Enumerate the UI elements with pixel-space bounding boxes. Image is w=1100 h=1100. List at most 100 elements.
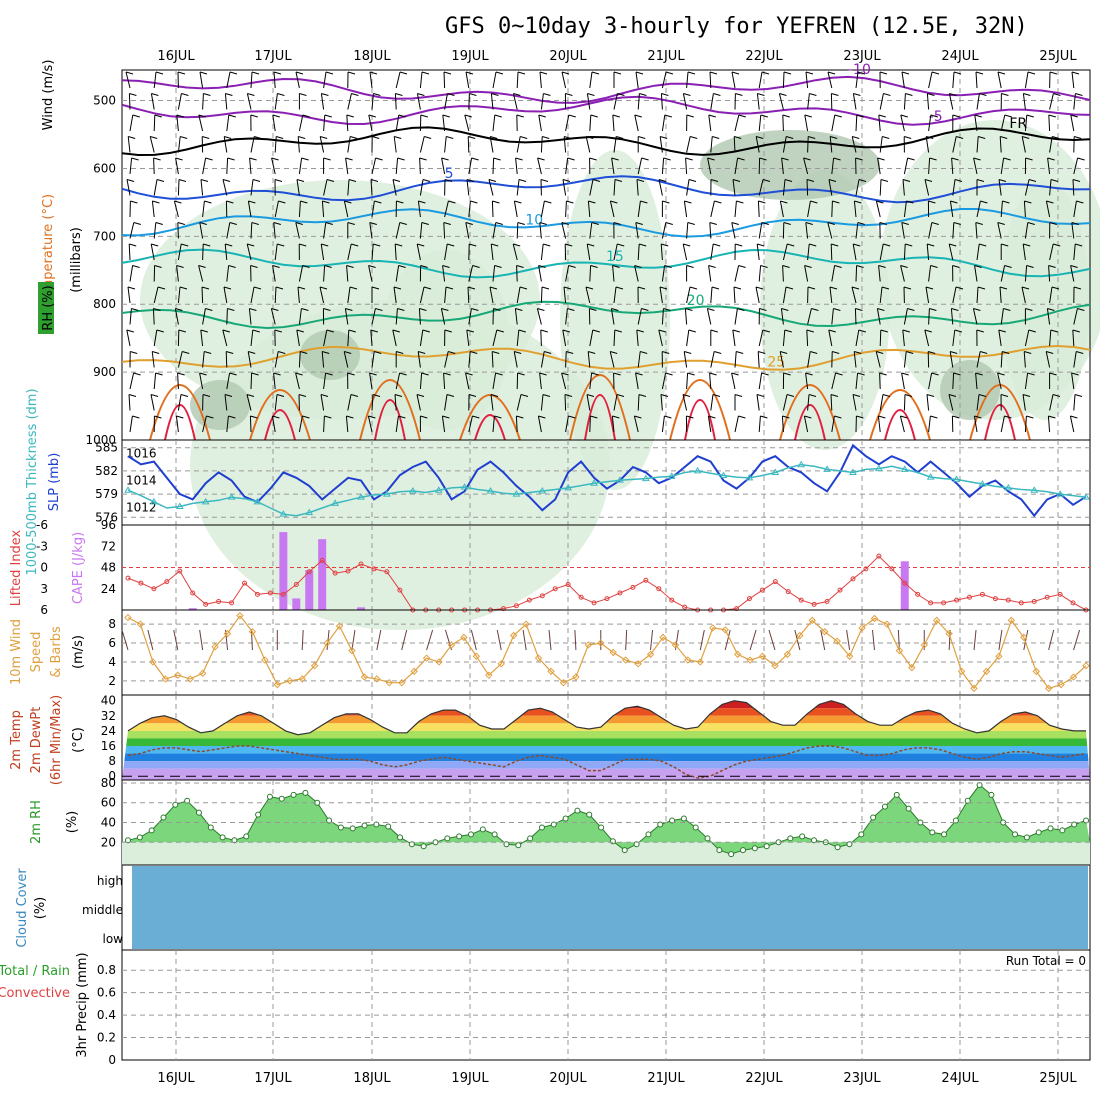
- wind-barb-flag: [1072, 329, 1080, 333]
- wind-barb-flag: [156, 329, 164, 333]
- wind-barb-flag: [783, 222, 791, 225]
- wind-barb: [369, 71, 373, 89]
- wind-barb-flag: [399, 71, 408, 75]
- wind10-point: [360, 673, 369, 681]
- wind-barb: [734, 415, 739, 433]
- wind-barb-flag: [616, 394, 625, 397]
- date-label-top: 21JUL: [647, 49, 685, 64]
- li-point: [565, 582, 571, 587]
- wind-barb-flag: [129, 243, 137, 247]
- wind-barb: [225, 351, 228, 368]
- wind-barb: [127, 286, 131, 304]
- temp-band: [122, 723, 1090, 731]
- rh-point: [278, 795, 285, 802]
- wind-barb-flag: [515, 157, 523, 161]
- wind-barb-flag: [1047, 308, 1055, 311]
- wind-barb: [516, 71, 519, 89]
- wind-barb-flag: [176, 114, 184, 118]
- wind-barb: [806, 329, 809, 347]
- li-point: [966, 594, 972, 600]
- wind-barb: [1071, 71, 1075, 89]
- wind-barb-flag: [1000, 136, 1008, 139]
- wind-barb: [710, 93, 714, 110]
- wind-barb: [274, 243, 278, 261]
- wind-barb: [561, 372, 567, 390]
- y-tick-label: 900: [93, 365, 116, 379]
- wind-barb: [153, 286, 159, 304]
- wind-barb-flag: [470, 351, 478, 354]
- wind-barb-flag: [882, 136, 890, 139]
- li-point: [863, 566, 869, 572]
- y-tick-label: 1000: [85, 433, 116, 447]
- wind10-point: [1044, 684, 1053, 693]
- wind-barb: [901, 372, 905, 390]
- thickness-point: [331, 499, 340, 506]
- surface-barb: [1073, 629, 1081, 651]
- wind-barb-flag: [614, 329, 622, 333]
- surface-barb: [121, 629, 129, 651]
- wind-barb-flag: [901, 222, 909, 225]
- wind-barb-flag: [855, 157, 863, 161]
- wind-barb: [393, 286, 397, 304]
- wind-barb-flag: [419, 308, 427, 311]
- wind-barb: [1023, 351, 1026, 368]
- wind-barb-flag: [368, 415, 376, 419]
- wind-barb: [756, 93, 760, 110]
- temp-band: [122, 738, 1090, 746]
- wind-barb: [686, 286, 691, 304]
- wind-barb-flag: [131, 308, 139, 311]
- wind-barb-flag: [640, 351, 648, 354]
- wind-barb: [443, 222, 446, 239]
- wind-barb: [758, 415, 761, 433]
- wind-barb: [1073, 308, 1078, 325]
- li-point: [902, 580, 908, 586]
- wind-barb-flag: [852, 136, 860, 139]
- thickness-point: [434, 486, 443, 493]
- wind-barb: [419, 157, 421, 175]
- wind-barb-flag: [690, 136, 698, 139]
- wind-barb: [224, 93, 228, 110]
- wind-barb-flag: [856, 265, 864, 268]
- wind-barb: [226, 265, 230, 282]
- wind-barb-flag: [956, 136, 964, 139]
- wind10-point: [932, 616, 941, 625]
- rh-point: [609, 838, 616, 845]
- surface-barb: [846, 629, 851, 651]
- li-point: [746, 596, 752, 602]
- wind-barb-flag: [300, 200, 308, 204]
- wind-barb: [177, 394, 182, 411]
- wind-barb-flag: [566, 351, 574, 354]
- wind-barb-flag: [714, 200, 722, 204]
- wind-barb: [222, 329, 228, 347]
- wind-barb-flag: [272, 265, 280, 268]
- temp-band: [122, 730, 1090, 739]
- wind-barb: [515, 415, 518, 433]
- wind-barb: [491, 351, 494, 368]
- wind-barb: [467, 136, 470, 153]
- wind-barb-flag: [467, 286, 476, 290]
- wind-barb: [805, 222, 809, 239]
- wind-barb: [516, 222, 519, 239]
- temp-unit: (°C): [71, 727, 86, 753]
- wind-barb-flag: [927, 93, 935, 96]
- temp-bands: [122, 700, 1090, 780]
- wind-barb: [250, 222, 253, 239]
- wind-barb: [782, 329, 786, 347]
- wind-barb-flag: [1027, 222, 1035, 225]
- wind-barb: [951, 157, 954, 175]
- wind-barb: [589, 415, 591, 433]
- wind-barb: [127, 136, 131, 153]
- li-point: [332, 570, 338, 576]
- wind-barb-flag: [422, 329, 430, 333]
- wind-barb-flag: [126, 179, 135, 182]
- wind-barb: [345, 157, 349, 175]
- thickness-point: [590, 479, 598, 486]
- wind-barb: [686, 222, 689, 239]
- wind-barb-flag: [589, 157, 597, 161]
- wind-barb: [224, 394, 228, 411]
- wind-barb: [975, 71, 978, 89]
- wind10-point: [883, 620, 891, 628]
- wind10-point: [223, 629, 232, 638]
- wind-barb-flag: [613, 372, 621, 376]
- wind-barb: [516, 265, 518, 282]
